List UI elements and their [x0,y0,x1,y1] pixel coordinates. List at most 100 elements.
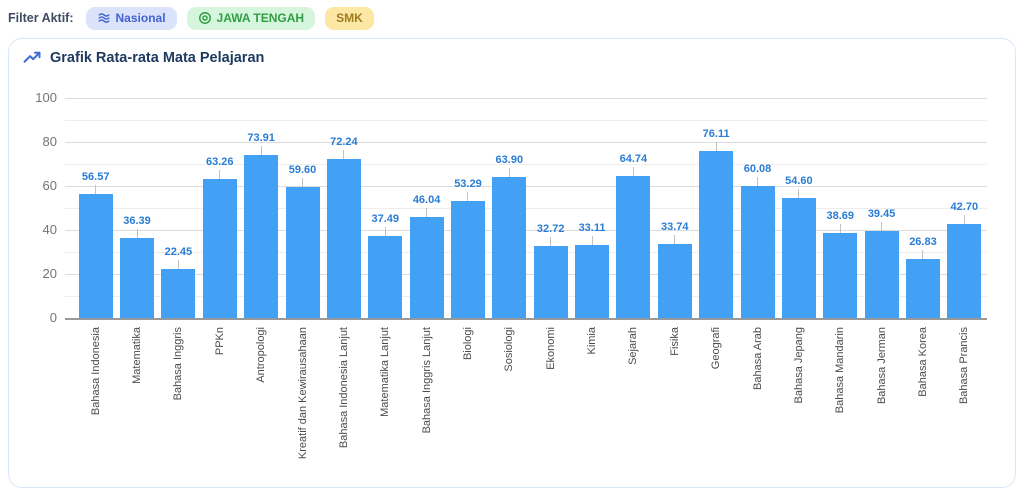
bar[interactable] [409,216,444,318]
bar[interactable] [823,232,858,318]
bar[interactable] [326,159,361,318]
bar-value-label: 63.26 [206,155,234,168]
bar-value-label: 54.60 [785,174,813,187]
y-axis-tick: 0 [49,310,57,325]
bar-value-label: 33.74 [661,220,689,233]
bar[interactable] [202,178,237,318]
gridline [65,164,987,165]
bar-value-label: 53.29 [454,177,482,190]
x-axis-label: Kimia [586,327,599,355]
x-axis-label: Bahasa Inggris [172,327,185,401]
x-axis-label: Geografi [710,327,723,370]
bar-label-stem [384,226,386,236]
bar-label-stem [632,166,634,176]
y-axis-tick: 20 [42,266,57,281]
bar[interactable] [781,197,816,318]
x-axis-label: Matematika [131,327,144,384]
circle-dot-icon [198,12,211,24]
bar-label-stem [508,168,510,178]
bar-value-label: 59.60 [288,163,317,176]
bar-label-stem [798,188,800,198]
bar[interactable] [740,185,775,318]
bar-value-label: 26.83 [909,235,937,248]
bar-value-label: 22.45 [164,245,193,258]
bar[interactable] [450,200,485,318]
bar-value-label: 73.91 [247,132,275,145]
bar[interactable] [616,175,651,318]
x-axis-label: Bahasa Korea [916,327,929,397]
y-axis-tick: 40 [42,222,57,237]
x-axis-label: Bahasa Inggris Lanjut [420,327,433,434]
x-axis-label: Bahasa Arab [751,327,764,390]
bar-value-label: 32.72 [536,223,565,236]
bar-label-stem [715,141,717,151]
x-axis-label: Bahasa Mandarin [834,327,847,414]
bar[interactable] [120,237,155,318]
bar[interactable] [575,245,610,318]
bar-value-label: 38.69 [826,209,854,222]
bar-label-stem [260,146,262,156]
filter-badge-nasional[interactable]: Nasional [85,6,177,30]
bar-label-stem [591,236,593,246]
bar-label-stem [302,177,303,187]
x-axis-label: Bahasa Indonesia Lanjut [337,327,350,449]
x-axis-label: PPKn [213,327,226,356]
x-axis-label: Kreatif dan Kewirausahaan [296,327,309,460]
bar[interactable] [533,246,568,318]
bar-label-stem [219,169,221,179]
bar-label-stem [963,215,965,225]
bar-label-stem [674,234,676,244]
bar-label-stem [177,259,179,269]
x-axis-label: Ekonomi [544,327,557,370]
x-axis-label: Bahasa Prancis [958,327,971,405]
bar-label-stem [426,207,428,217]
x-axis-label: Fisika [668,327,681,356]
bar-value-label: 39.45 [867,208,896,221]
bar-value-label: 72.24 [330,136,358,149]
bar[interactable] [285,186,320,318]
bar[interactable] [244,155,279,318]
trending-up-icon [23,51,41,63]
gridline [65,142,987,143]
x-axis-label: Bahasa Jepang [792,327,805,404]
bar[interactable] [905,258,940,318]
y-axis-tick: 100 [35,90,57,105]
bar-value-label: 63.90 [495,154,524,167]
bar-label-stem [881,222,883,232]
card-header: Grafik Rata-rata Mata Pelajaran [23,49,264,67]
bar-label-stem [757,176,758,186]
bar-label-stem [467,191,469,201]
x-axis-line [65,318,987,320]
bar[interactable] [699,150,734,318]
x-axis-label: Matematika Lanjut [379,327,392,417]
x-axis-label: Sejarah [627,327,640,365]
y-axis-tick: 60 [42,178,57,193]
x-axis-label: Bahasa Indonesia [89,327,102,416]
filter-badge-smk[interactable]: SMK [325,6,374,30]
bar-value-label: 76.11 [702,127,730,140]
filter-bar: Filter Aktif: Nasional JAWA TENGAH SMK [8,0,374,36]
bar-value-label: 36.39 [123,214,151,227]
bar[interactable] [947,224,982,318]
bar-label-stem [95,184,97,194]
bar-value-label: 60.08 [743,162,772,175]
bar-value-label: 46.04 [412,193,441,206]
bar[interactable] [864,231,899,318]
bar[interactable] [368,235,403,318]
bar[interactable] [657,243,692,318]
bar-label-stem [922,249,924,259]
filter-badge-jawa-tengah[interactable]: JAWA TENGAH [186,6,316,30]
gridline [65,98,987,99]
bar-label-stem [136,228,138,238]
layers-icon [98,13,110,23]
x-axis-label: Biologi [461,327,474,361]
bar[interactable] [492,177,527,318]
badge-label: SMK [336,11,363,25]
x-axis-label: Bahasa Jerman [875,327,888,405]
bar[interactable] [161,268,196,318]
bar-value-label: 42.70 [950,201,979,214]
bar-value-label: 56.57 [81,170,110,183]
bar[interactable] [78,193,113,318]
filter-active-label: Filter Aktif: [8,11,74,25]
bar-label-stem [839,223,841,233]
